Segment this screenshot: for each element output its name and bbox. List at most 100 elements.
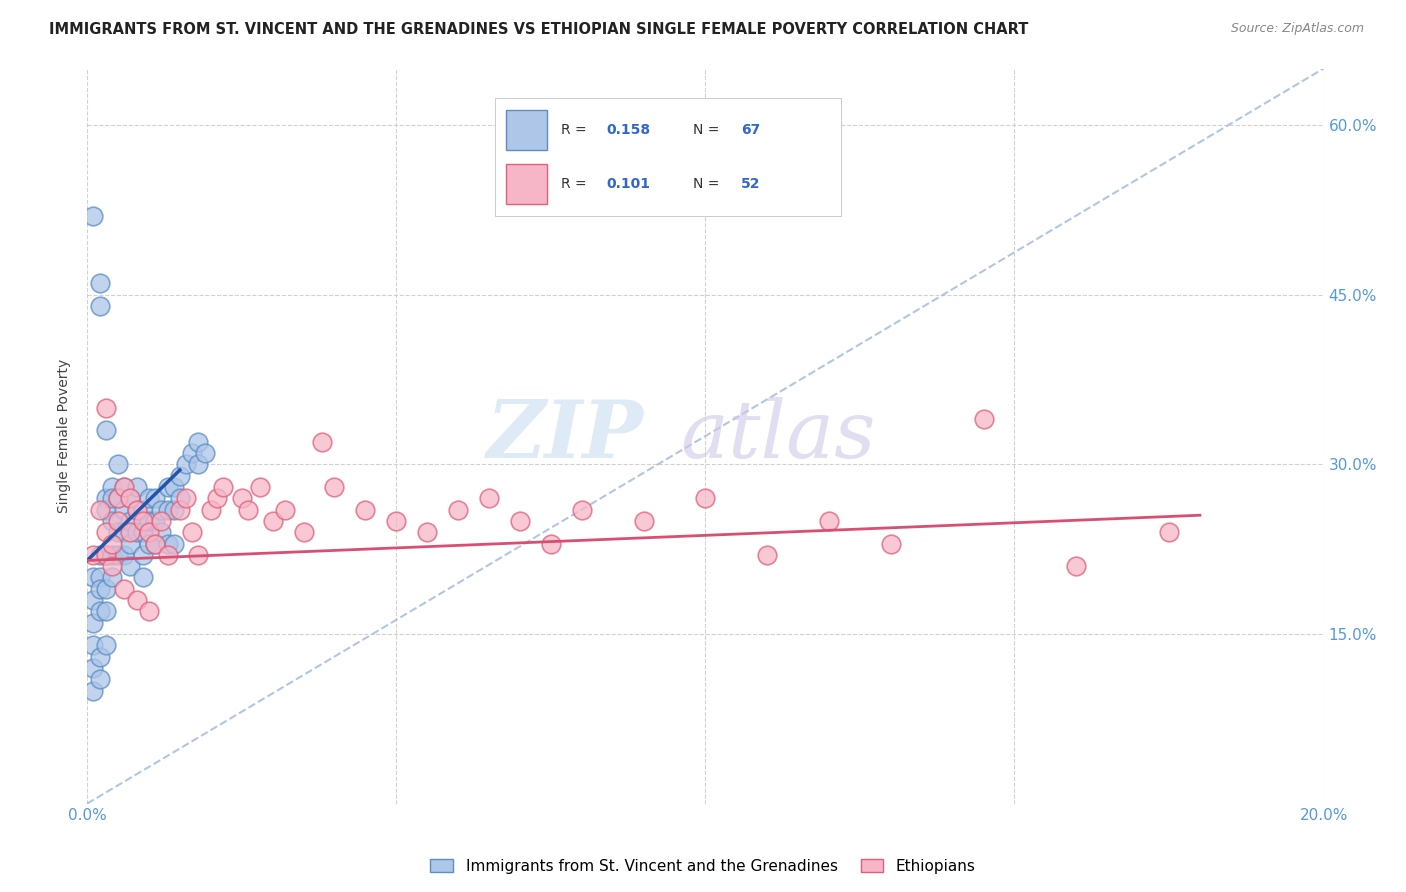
Point bbox=[89, 604, 111, 618]
Point bbox=[107, 491, 129, 506]
Point bbox=[194, 446, 217, 460]
Point bbox=[89, 672, 111, 686]
Point bbox=[231, 491, 253, 506]
Point bbox=[416, 525, 439, 540]
Point bbox=[82, 638, 104, 652]
Point bbox=[112, 548, 135, 562]
Point bbox=[101, 491, 124, 506]
Point bbox=[323, 480, 346, 494]
Point bbox=[150, 525, 173, 540]
Point bbox=[107, 458, 129, 472]
Point bbox=[125, 502, 148, 516]
Point bbox=[94, 604, 117, 618]
Point bbox=[94, 638, 117, 652]
Point bbox=[163, 536, 186, 550]
Point bbox=[143, 536, 166, 550]
Point bbox=[385, 514, 408, 528]
Point bbox=[125, 480, 148, 494]
Point bbox=[156, 480, 179, 494]
Point bbox=[181, 446, 204, 460]
Point bbox=[82, 615, 104, 630]
Point bbox=[311, 434, 333, 449]
Point bbox=[447, 502, 470, 516]
Point bbox=[125, 502, 148, 516]
Point bbox=[274, 502, 297, 516]
Point bbox=[101, 536, 124, 550]
Point bbox=[107, 525, 129, 540]
Legend: Immigrants from St. Vincent and the Grenadines, Ethiopians: Immigrants from St. Vincent and the Gren… bbox=[425, 853, 981, 880]
Point bbox=[187, 548, 209, 562]
Point bbox=[107, 548, 129, 562]
Point bbox=[1066, 559, 1088, 574]
Point bbox=[143, 491, 166, 506]
Point bbox=[200, 502, 222, 516]
Point bbox=[112, 480, 135, 494]
Point bbox=[143, 514, 166, 528]
Point bbox=[169, 502, 191, 516]
Point bbox=[236, 502, 259, 516]
Text: atlas: atlas bbox=[681, 397, 876, 475]
Point bbox=[107, 491, 129, 506]
Point bbox=[181, 525, 204, 540]
Point bbox=[120, 559, 142, 574]
Point bbox=[125, 593, 148, 607]
Point bbox=[150, 502, 173, 516]
Point bbox=[82, 683, 104, 698]
Point bbox=[262, 514, 284, 528]
Point bbox=[695, 491, 717, 506]
Point bbox=[82, 570, 104, 584]
Point bbox=[120, 491, 142, 506]
Point bbox=[138, 525, 160, 540]
Point bbox=[169, 491, 191, 506]
Point bbox=[101, 570, 124, 584]
Point bbox=[82, 209, 104, 223]
Point bbox=[156, 548, 179, 562]
Text: IMMIGRANTS FROM ST. VINCENT AND THE GRENADINES VS ETHIOPIAN SINGLE FEMALE POVERT: IMMIGRANTS FROM ST. VINCENT AND THE GREN… bbox=[49, 22, 1029, 37]
Point bbox=[540, 536, 562, 550]
Point bbox=[156, 502, 179, 516]
Y-axis label: Single Female Poverty: Single Female Poverty bbox=[58, 359, 72, 513]
Point bbox=[818, 514, 841, 528]
Point bbox=[1157, 525, 1180, 540]
Point bbox=[156, 536, 179, 550]
Point bbox=[89, 502, 111, 516]
Point bbox=[163, 480, 186, 494]
Point bbox=[112, 582, 135, 596]
Point bbox=[174, 491, 197, 506]
Point bbox=[94, 582, 117, 596]
Point bbox=[94, 502, 117, 516]
Point bbox=[112, 502, 135, 516]
Point bbox=[169, 468, 191, 483]
Text: ZIP: ZIP bbox=[486, 397, 644, 475]
Point bbox=[973, 412, 995, 426]
Point bbox=[89, 570, 111, 584]
Point bbox=[82, 593, 104, 607]
Point bbox=[94, 548, 117, 562]
Point bbox=[101, 514, 124, 528]
Point bbox=[89, 548, 111, 562]
Point bbox=[89, 277, 111, 291]
Point bbox=[112, 480, 135, 494]
Point bbox=[132, 548, 155, 562]
Point bbox=[89, 582, 111, 596]
Point bbox=[101, 480, 124, 494]
Point bbox=[138, 491, 160, 506]
Point bbox=[82, 548, 104, 562]
Point bbox=[132, 514, 155, 528]
Point bbox=[880, 536, 903, 550]
Point bbox=[94, 525, 117, 540]
Point bbox=[212, 480, 235, 494]
Point bbox=[187, 434, 209, 449]
Point bbox=[94, 491, 117, 506]
Point bbox=[132, 525, 155, 540]
Point bbox=[354, 502, 377, 516]
Text: Source: ZipAtlas.com: Source: ZipAtlas.com bbox=[1230, 22, 1364, 36]
Point bbox=[120, 525, 142, 540]
Point bbox=[249, 480, 271, 494]
Point bbox=[138, 536, 160, 550]
Point bbox=[94, 401, 117, 415]
Point bbox=[89, 299, 111, 313]
Point bbox=[120, 514, 142, 528]
Point bbox=[174, 458, 197, 472]
Point bbox=[478, 491, 501, 506]
